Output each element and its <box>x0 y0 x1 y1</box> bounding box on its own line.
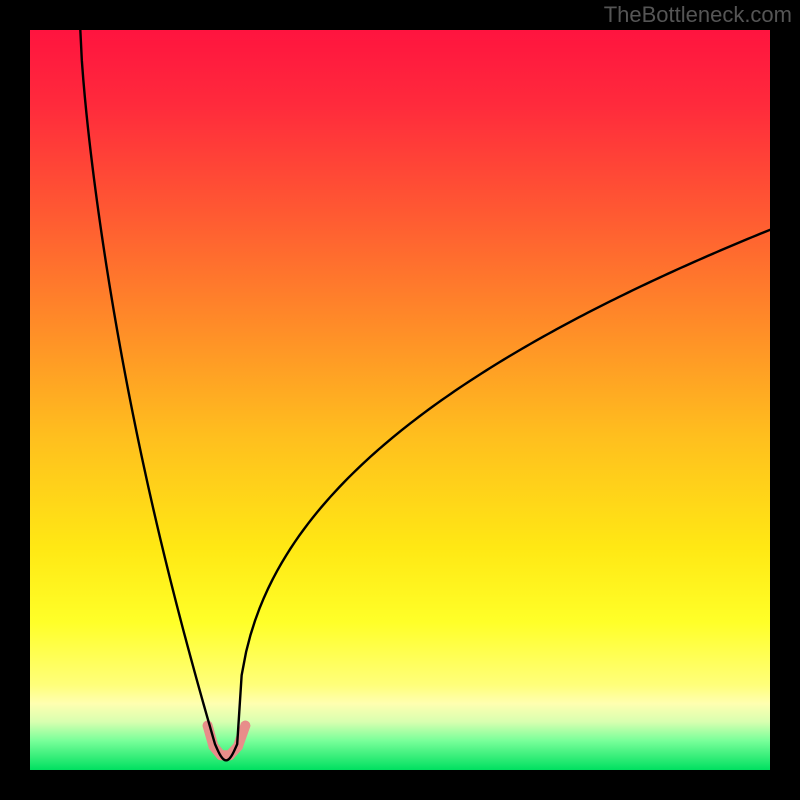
plot-background <box>30 30 770 770</box>
watermark-text: TheBottleneck.com <box>604 2 792 28</box>
chart-container: TheBottleneck.com <box>0 0 800 800</box>
lobe-dot <box>240 721 250 731</box>
bottleneck-chart <box>0 0 800 800</box>
